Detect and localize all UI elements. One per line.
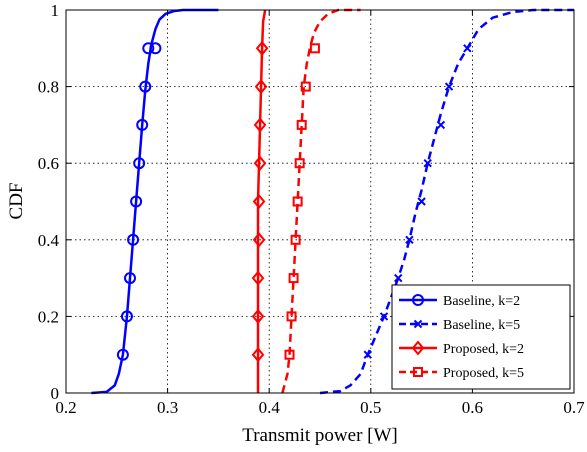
data-point-marker xyxy=(253,117,267,133)
y-tick-label: 1 xyxy=(51,1,60,20)
x-marker-stroke xyxy=(417,197,426,206)
data-point-marker xyxy=(253,155,267,171)
data-point-marker xyxy=(142,42,155,55)
data-point-marker xyxy=(251,347,265,363)
data-point-marker xyxy=(423,158,432,168)
data-point-marker xyxy=(254,79,268,95)
data-point-marker xyxy=(288,273,299,284)
data-point-marker xyxy=(292,196,303,207)
axis-ticks: 0.2 0.3 0.4 0.5 0.6 0.700.20.40.60.81 xyxy=(38,1,585,417)
y-tick-label: 0.2 xyxy=(38,307,59,326)
legend-label: Proposed, k=2 xyxy=(443,342,524,357)
x-marker-stroke xyxy=(405,235,414,245)
x-marker-stroke xyxy=(394,273,403,283)
data-point-marker xyxy=(251,270,265,286)
x-marker-stroke xyxy=(413,319,423,329)
data-point-marker xyxy=(252,232,266,248)
series-line xyxy=(91,8,219,395)
series-3 xyxy=(251,9,269,393)
data-point-marker xyxy=(284,349,295,360)
legend-label: Baseline, k=2 xyxy=(443,294,520,309)
y-tick-label: 0 xyxy=(51,384,60,403)
x-marker-stroke xyxy=(379,312,389,321)
data-point-marker xyxy=(120,310,133,323)
data-point-marker xyxy=(130,195,143,208)
legend-marker xyxy=(411,340,425,356)
data-point-marker xyxy=(127,233,140,246)
data-point-marker xyxy=(309,43,320,54)
data-point-marker xyxy=(133,157,146,170)
x-marker-stroke xyxy=(444,82,454,91)
series-group xyxy=(91,8,574,395)
data-point-marker xyxy=(116,348,129,361)
data-point-marker xyxy=(124,272,137,285)
data-point-marker xyxy=(363,350,372,359)
y-tick-label: 0.4 xyxy=(38,231,60,250)
data-point-marker xyxy=(379,312,389,321)
x-marker-stroke xyxy=(423,158,432,168)
legend-marker xyxy=(412,294,424,306)
y-axis-title: CDF xyxy=(6,183,27,220)
legend-label: Proposed, k=5 xyxy=(443,366,524,381)
data-point-marker xyxy=(252,193,266,210)
legend-item: Proposed, k=5 xyxy=(399,366,524,381)
x-marker-stroke xyxy=(463,44,472,53)
legend-marker xyxy=(413,367,423,377)
data-point-marker xyxy=(294,158,305,169)
x-tick-label: 0.7 xyxy=(563,398,585,417)
x-axis-title: Transmit power [W] xyxy=(242,425,398,446)
x-tick-label: 0.5 xyxy=(360,398,381,417)
data-point-marker xyxy=(251,308,265,324)
data-point-marker xyxy=(436,120,446,130)
data-point-marker xyxy=(286,311,297,322)
data-point-marker xyxy=(300,81,311,92)
series-4 xyxy=(281,8,361,394)
data-point-marker xyxy=(139,80,152,93)
x-tick-label: 0.2 xyxy=(55,398,76,417)
data-point-marker xyxy=(290,234,301,245)
legend: Baseline, k=2 Baseline, k=5 Proposed, k=2 P… xyxy=(391,284,571,390)
legend-marker xyxy=(413,319,423,329)
x-marker-stroke xyxy=(363,350,372,359)
data-point-marker xyxy=(405,235,414,245)
x-marker-stroke xyxy=(436,120,446,130)
data-point-marker xyxy=(417,197,426,206)
data-point-marker xyxy=(296,119,307,130)
legend-item: Proposed, k=2 xyxy=(399,340,524,357)
plot-frame xyxy=(65,9,575,394)
y-tick-label: 0.6 xyxy=(38,154,59,173)
x-tick-label: 0.4 xyxy=(259,398,281,417)
series-2 xyxy=(319,8,574,395)
data-point-marker xyxy=(149,42,162,55)
series-line xyxy=(256,9,267,393)
data-point-marker xyxy=(255,40,269,56)
data-point-marker xyxy=(136,118,149,131)
data-point-marker xyxy=(394,273,403,283)
x-tick-label: 0.3 xyxy=(157,398,178,417)
data-point-marker xyxy=(444,82,454,91)
y-tick-label: 0.8 xyxy=(38,78,59,97)
series-line xyxy=(281,8,361,394)
data-point-marker xyxy=(463,44,472,53)
legend-item: Baseline, k=5 xyxy=(399,318,520,333)
series-1 xyxy=(91,8,219,395)
legend-label: Baseline, k=5 xyxy=(443,318,520,333)
legend-item: Baseline, k=2 xyxy=(399,294,520,309)
x-tick-label: 0.6 xyxy=(462,398,483,417)
